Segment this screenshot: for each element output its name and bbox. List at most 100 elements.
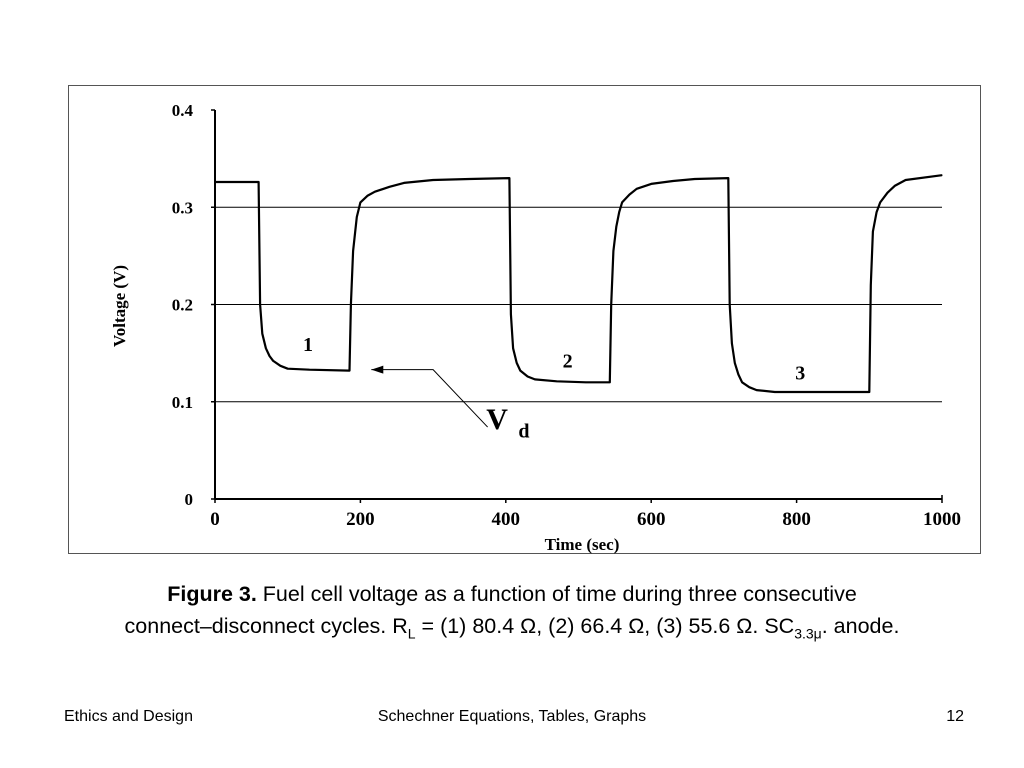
data-point-0-46 (741, 381, 743, 383)
data-point-0-40 (694, 178, 696, 180)
figure-caption: Figure 3. Fuel cell voltage as a functio… (30, 578, 994, 649)
data-point-0-7 (279, 365, 282, 367)
data-point-0-30 (609, 381, 611, 383)
x-tick-label-5: 1000 (923, 509, 961, 530)
data-point-0-24 (516, 362, 518, 364)
data-point-0-57 (886, 192, 889, 194)
data-point-0-8 (287, 368, 289, 370)
data-point-0-38 (650, 183, 652, 185)
annotation-0: 1 (303, 334, 313, 356)
caption-label: Figure 3. (167, 582, 257, 606)
data-point-0-6 (272, 360, 274, 362)
data-point-0-55 (875, 211, 878, 213)
data-point-0-0 (214, 181, 216, 183)
data-point-0-47 (748, 386, 750, 388)
vd-pointer-arrowhead (371, 365, 384, 374)
series (214, 174, 943, 394)
data-point-0-56 (879, 201, 881, 203)
data-point-0-39 (672, 180, 674, 182)
x-tick-label-3: 600 (637, 509, 666, 530)
data-point-0-34 (618, 211, 620, 213)
data-point-0-59 (905, 179, 907, 181)
data-point-0-15 (367, 194, 369, 197)
data-point-0-11 (350, 303, 352, 306)
y-tick-label-0: 0 (185, 490, 194, 509)
data-point-0-2 (259, 303, 261, 306)
data-point-0-5 (268, 355, 271, 357)
data-point-0-25 (519, 370, 521, 372)
x-tick-label-2: 400 (492, 509, 521, 530)
voltage-chart: 0 0.1 0.2 0.3 0.4 0 200 400 600 800 1000 1 2 3 V d Tim… (110, 101, 961, 554)
data-point-0-14 (359, 201, 361, 203)
data-point-0-28 (556, 380, 558, 382)
x-tick-label-0: 0 (210, 509, 220, 530)
data-point-0-52 (868, 391, 870, 393)
data-point-0-1 (258, 181, 260, 183)
x-tick-label-4: 800 (782, 509, 811, 530)
y-tick-label-4: 0.4 (172, 101, 194, 120)
footer-left: Ethics and Design (64, 708, 193, 725)
grid-lines (215, 206, 942, 403)
data-point-0-43 (731, 342, 733, 344)
data-point-0-41 (727, 177, 729, 179)
caption-text-2b: = (1) 80.4 Ω, (2) 66.4 Ω, (3) 55.6 Ω. SC (415, 614, 795, 638)
caption-text-2a: connect–disconnect cycles. R (124, 614, 408, 638)
footer-center: Schechner Equations, Tables, Graphs (377, 708, 647, 725)
data-point-0-51 (839, 391, 841, 393)
data-point-0-35 (621, 201, 623, 203)
data-point-0-58 (894, 185, 896, 187)
data-point-0-18 (403, 182, 405, 184)
annotation-3: V (486, 403, 508, 436)
data-point-0-4 (265, 347, 267, 349)
tick-labels: 0 0.1 0.2 0.3 0.4 0 200 400 600 800 1000 (172, 101, 961, 530)
footer-right: 12 (946, 708, 964, 725)
y-tick-label-1: 0.1 (172, 393, 193, 412)
caption-text-1: Fuel cell voltage as a function of time … (256, 582, 857, 606)
data-point-0-42 (729, 303, 731, 306)
data-point-0-60 (941, 174, 943, 176)
caption-subscript-sc: 3.3μ (794, 625, 822, 642)
caption-line-2: connect–disconnect cycles. RL = (1) 80.4… (30, 610, 994, 649)
data-point-0-53 (870, 284, 872, 286)
data-point-0-19 (432, 179, 434, 181)
x-axis-label: Time (sec) (545, 535, 620, 554)
data-point-0-37 (636, 188, 638, 190)
y-tick-label-2: 0.2 (172, 296, 193, 315)
y-axis-label: Voltage (V) (110, 265, 129, 347)
y-tick-label-3: 0.3 (172, 198, 193, 217)
data-point-0-45 (737, 373, 740, 376)
data-point-0-17 (388, 186, 391, 188)
axes (211, 109, 943, 503)
annotation-2: 3 (795, 362, 805, 384)
data-point-0-49 (774, 391, 776, 393)
data-point-0-23 (512, 347, 514, 349)
data-point-0-22 (510, 313, 512, 315)
caption-subscript-l: L (407, 625, 416, 642)
data-point-0-31 (610, 303, 612, 306)
annotation-4: d (518, 421, 529, 443)
data-point-0-21 (508, 177, 511, 179)
data-point-0-10 (348, 370, 351, 372)
data-point-0-29 (585, 381, 587, 383)
caption-line-1: Figure 3. Fuel cell voltage as a functio… (30, 578, 994, 610)
x-tick-label-1: 200 (346, 509, 375, 530)
data-point-0-3 (261, 333, 263, 335)
data-point-0-36 (628, 194, 630, 196)
data-point-0-33 (615, 226, 617, 228)
data-point-0-27 (534, 378, 536, 380)
vd-pointer-line (371, 369, 488, 428)
data-point-0-26 (527, 375, 529, 378)
data-point-0-9 (308, 369, 311, 371)
data-point-0-48 (756, 389, 758, 391)
data-point-0-54 (872, 230, 874, 233)
data-point-0-50 (803, 391, 805, 393)
data-point-0-13 (356, 216, 358, 218)
annotation-1: 2 (563, 351, 573, 373)
caption-text-2c: . anode. (821, 614, 900, 638)
data-point-0-16 (374, 191, 376, 193)
data-point-0-32 (612, 250, 614, 252)
data-point-0-20 (468, 178, 471, 180)
data-point-0-44 (734, 362, 736, 364)
data-point-0-12 (352, 250, 354, 252)
